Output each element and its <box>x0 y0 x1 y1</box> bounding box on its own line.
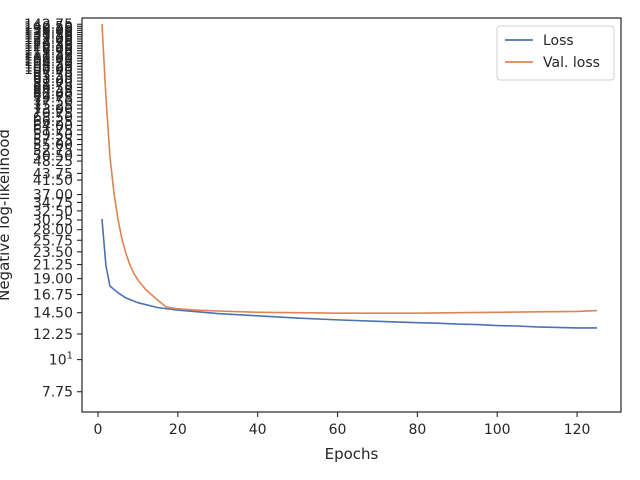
x-tick-label: 40 <box>249 422 267 438</box>
y-tick-label: 23.50 <box>33 245 73 261</box>
y-tick-label: 79.75 <box>33 91 73 107</box>
y-tick-label: 16.75 <box>33 288 73 304</box>
plot-area-frame <box>81 17 622 413</box>
y-tick-label: 131.50 <box>24 28 73 44</box>
y-tick-label: 104.50 <box>24 57 73 73</box>
y-tick-label: 97.75 <box>33 65 73 81</box>
y-tick-label: 75.25 <box>33 98 73 114</box>
y-axis-label: Negative log-likelihood <box>0 129 13 301</box>
y-tick-label: 59.50 <box>33 128 73 144</box>
y-tick-label: 102.25 <box>24 59 73 75</box>
y-tick-label: 86.50 <box>33 80 73 96</box>
y-tick-label: 111.25 <box>24 49 73 65</box>
x-tick-label: 120 <box>564 422 591 438</box>
y-tick-label: 25.75 <box>33 233 73 249</box>
y-tick-label: 61.75 <box>33 123 73 139</box>
y-tick-label: 14.50 <box>33 306 73 322</box>
y-tick-label: 64.00 <box>33 118 73 134</box>
y-tick-label: 30.25 <box>33 213 73 229</box>
y-tick-label: 50.50 <box>33 148 73 164</box>
y-tick-label: 142.75 <box>24 17 73 33</box>
y-tick-label: 32.50 <box>33 204 73 220</box>
y-tick-label: 122.50 <box>24 37 73 53</box>
y-tick-label: 84.25 <box>33 84 73 100</box>
y-tick-label: 129.25 <box>24 30 73 46</box>
y-tick-label: 48.25 <box>33 154 73 170</box>
y-tick-label: 57.25 <box>33 132 73 148</box>
y-tick-label: 88.75 <box>33 77 73 93</box>
y-tick-label: 106.75 <box>24 54 73 70</box>
x-tick-label: 60 <box>329 422 347 438</box>
legend-label: Val. loss <box>543 55 600 71</box>
x-tick-label: 0 <box>94 422 103 438</box>
y-tick-label: 93.25 <box>33 71 73 87</box>
y-tick-label: 43.75 <box>33 166 73 182</box>
y-tick-label: 118.00 <box>24 41 73 57</box>
y-tick-label: 138.25 <box>24 21 73 37</box>
y-tick-label: 101 <box>49 351 73 369</box>
series-line-2 <box>101 23 598 314</box>
series-line-1 <box>101 218 598 329</box>
y-tick-label: 70.75 <box>33 106 73 122</box>
y-tick-label: 68.50 <box>33 110 73 126</box>
y-axis-ticks: 7.75 101 12.25 14.50 16.7519.0021.2523.5025.… <box>24 17 82 401</box>
y-tick-label: 140.50 <box>24 19 73 35</box>
legend-label: Loss <box>543 33 574 49</box>
y-tick-label: 41.50 <box>33 173 73 189</box>
y-tick-label: 21.25 <box>33 258 73 274</box>
y-tick-label: 37.00 <box>33 188 73 204</box>
y-tick-label: 136.00 <box>24 23 73 39</box>
y-tick-label: 73.00 <box>33 102 73 118</box>
y-tick-label: 120.25 <box>24 39 73 55</box>
y-tick-label: 124.75 <box>24 34 73 50</box>
x-tick-label: 80 <box>408 422 426 438</box>
y-tick-label: 77.50 <box>33 94 73 110</box>
y-tick-label: 115.75 <box>24 44 73 60</box>
y-tick-label: 52.75 <box>33 143 73 159</box>
y-tick-label: 113.50 <box>24 46 73 62</box>
x-axis-ticks: 0 20 40 60 80 100 120 <box>94 412 591 438</box>
y-tick-label: 100.00 <box>24 62 73 78</box>
y-tick-label: 12.25 <box>33 327 73 343</box>
y-tick-label: 66.25 <box>33 114 73 130</box>
x-tick-label: 100 <box>484 422 511 438</box>
x-axis-label: Epochs <box>325 445 379 463</box>
y-tick-label: 34.75 <box>33 195 73 211</box>
y-tick-label: 133.75 <box>24 25 73 41</box>
y-tick-label: 95.50 <box>33 68 73 84</box>
y-tick-label: 55.00 <box>33 138 73 154</box>
y-tick-label: 109.00 <box>24 51 73 67</box>
y-tick-label: 82.00 <box>33 87 73 103</box>
y-tick-label: 127.00 <box>24 32 73 48</box>
y-tick-label: 91.00 <box>33 74 73 90</box>
legend: Loss Val. loss <box>496 25 615 81</box>
y-tick-label: 19.00 <box>33 272 73 288</box>
x-tick-label: 20 <box>169 422 187 438</box>
y-tick-label: 28.00 <box>33 223 73 239</box>
y-tick-label: 7.75 <box>42 385 73 401</box>
